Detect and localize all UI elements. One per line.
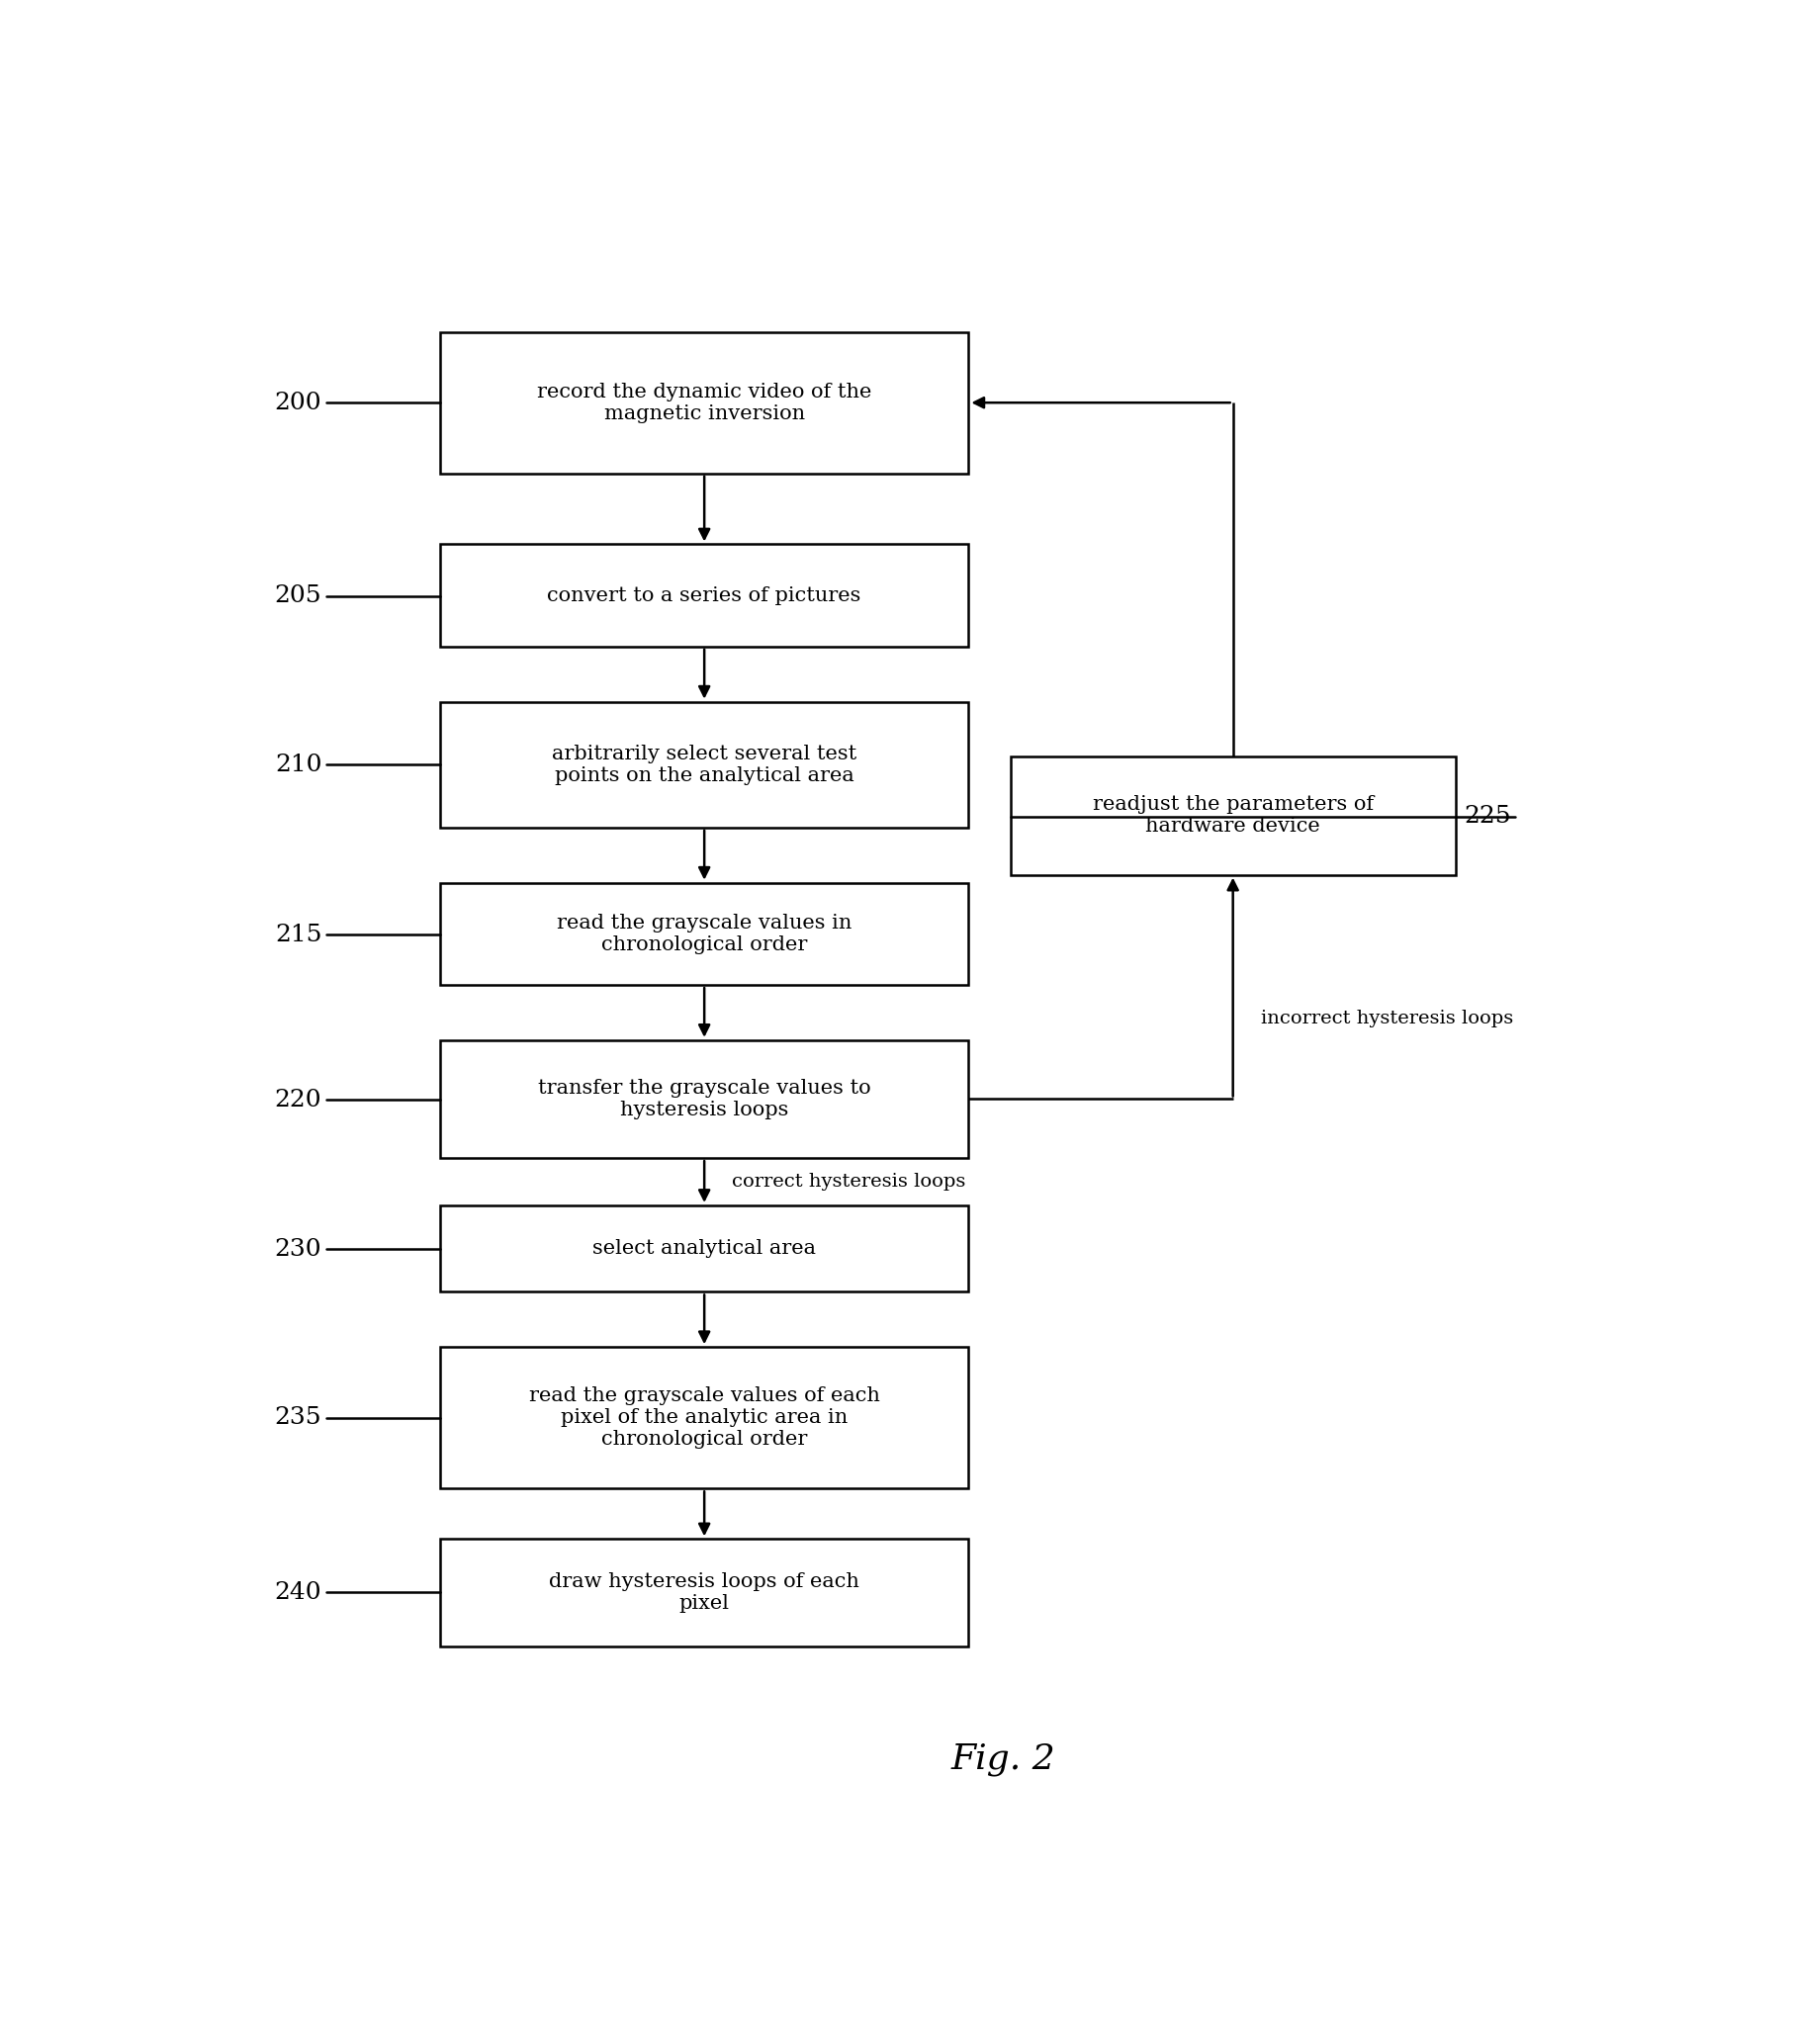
Text: read the grayscale values in
chronological order: read the grayscale values in chronologic… <box>556 914 852 955</box>
FancyBboxPatch shape <box>440 1539 969 1645</box>
Text: Fig. 2: Fig. 2 <box>951 1744 1055 1776</box>
Text: 230: 230 <box>274 1239 321 1261</box>
Text: 205: 205 <box>274 585 321 607</box>
Text: transfer the grayscale values to
hysteresis loops: transfer the grayscale values to hystere… <box>538 1079 870 1120</box>
Text: readjust the parameters of
hardware device: readjust the parameters of hardware devi… <box>1093 795 1372 836</box>
Text: select analytical area: select analytical area <box>592 1239 816 1257</box>
Text: convert to a series of pictures: convert to a series of pictures <box>547 587 861 605</box>
Text: incorrect hysteresis loops: incorrect hysteresis loops <box>1259 1010 1512 1028</box>
FancyBboxPatch shape <box>1010 756 1455 875</box>
FancyBboxPatch shape <box>440 1347 969 1488</box>
Text: arbitrarily select several test
points on the analytical area: arbitrarily select several test points o… <box>551 744 856 785</box>
Text: 240: 240 <box>274 1582 321 1605</box>
FancyBboxPatch shape <box>440 701 969 828</box>
Text: correct hysteresis loops: correct hysteresis loops <box>732 1173 965 1192</box>
Text: 235: 235 <box>274 1406 321 1429</box>
FancyBboxPatch shape <box>440 1040 969 1159</box>
FancyBboxPatch shape <box>440 544 969 646</box>
Text: 200: 200 <box>274 390 321 415</box>
FancyBboxPatch shape <box>440 331 969 474</box>
FancyBboxPatch shape <box>440 883 969 985</box>
FancyBboxPatch shape <box>440 1206 969 1292</box>
Text: 220: 220 <box>274 1089 321 1112</box>
Text: read the grayscale values of each
pixel of the analytic area in
chronological or: read the grayscale values of each pixel … <box>529 1386 879 1449</box>
Text: record the dynamic video of the
magnetic inversion: record the dynamic video of the magnetic… <box>536 382 872 423</box>
Text: 210: 210 <box>274 754 321 777</box>
Text: draw hysteresis loops of each
pixel: draw hysteresis loops of each pixel <box>549 1572 859 1613</box>
Text: 225: 225 <box>1464 805 1511 828</box>
Text: 215: 215 <box>274 924 321 946</box>
